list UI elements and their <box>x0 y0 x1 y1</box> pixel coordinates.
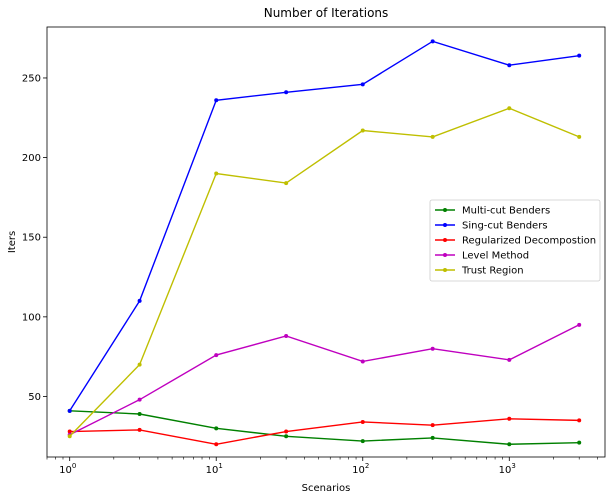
plot-frame <box>46 26 606 458</box>
series-point <box>214 426 219 431</box>
legend-marker <box>443 268 447 272</box>
y-tick-label: 200 <box>22 153 41 164</box>
series-line <box>69 410 580 445</box>
x-tick-label: 103 <box>499 462 516 476</box>
series-point <box>360 439 365 444</box>
series-point <box>67 408 72 413</box>
plot-area: 100 101 102 103 50 100 150 200 250 <box>22 26 606 476</box>
series-point <box>430 134 435 139</box>
series-point <box>360 128 365 133</box>
series-point <box>577 134 582 139</box>
series-point <box>577 53 582 58</box>
x-tick-label: 100 <box>59 462 76 476</box>
series-point <box>577 418 582 423</box>
series-point <box>360 82 365 87</box>
series-point <box>137 362 142 367</box>
series-point <box>137 397 142 402</box>
series-point <box>214 353 219 358</box>
legend-entry: Trust Region <box>461 266 524 277</box>
y-tick-label: 150 <box>22 233 41 244</box>
series-point <box>137 298 142 303</box>
series-point <box>577 440 582 445</box>
series-point <box>137 427 142 432</box>
series-point <box>284 434 289 439</box>
x-tick-label: 101 <box>206 462 223 476</box>
series-point <box>507 442 512 447</box>
y-tick-label: 50 <box>28 392 41 403</box>
series-point <box>284 181 289 186</box>
series-point <box>507 357 512 362</box>
series-line <box>69 40 580 412</box>
x-axis-label: Scenarios <box>302 483 351 494</box>
series-line <box>69 324 580 436</box>
chart-title: Number of Iterations <box>264 6 389 20</box>
legend-entry: Sing-cut Benders <box>462 221 548 232</box>
series-point <box>67 434 72 439</box>
series-point <box>430 39 435 44</box>
series-point <box>577 322 582 327</box>
legend-box <box>429 199 601 282</box>
series-point <box>360 359 365 364</box>
series-line <box>69 107 580 437</box>
legend-entry: Regularized Decompostion <box>462 236 596 247</box>
series-point <box>67 429 72 434</box>
series-point <box>430 435 435 440</box>
y-tick-label: 250 <box>22 73 41 84</box>
series-line <box>69 418 580 445</box>
legend-marker <box>443 223 447 227</box>
y-axis-label: Iters <box>7 231 18 253</box>
series-point <box>284 429 289 434</box>
series-point <box>360 419 365 424</box>
series-point <box>507 416 512 421</box>
series-point <box>507 63 512 68</box>
y-tick-label: 100 <box>22 312 41 323</box>
series-point <box>430 423 435 428</box>
legend: Multi-cut Benders Sing-cut Benders Regular… <box>429 199 601 282</box>
series-point <box>430 346 435 351</box>
series-point <box>284 90 289 95</box>
legend-entry: Level Method <box>462 251 529 262</box>
series-point <box>507 106 512 111</box>
series-point <box>214 171 219 176</box>
series-point <box>284 333 289 338</box>
legend-marker <box>443 253 447 257</box>
legend-marker <box>443 238 447 242</box>
legend-entry: Multi-cut Benders <box>462 206 550 217</box>
series-point <box>214 98 219 103</box>
series-point <box>137 412 142 416</box>
x-tick-label: 102 <box>352 462 369 476</box>
legend-marker <box>443 208 447 212</box>
series-point <box>214 442 219 447</box>
